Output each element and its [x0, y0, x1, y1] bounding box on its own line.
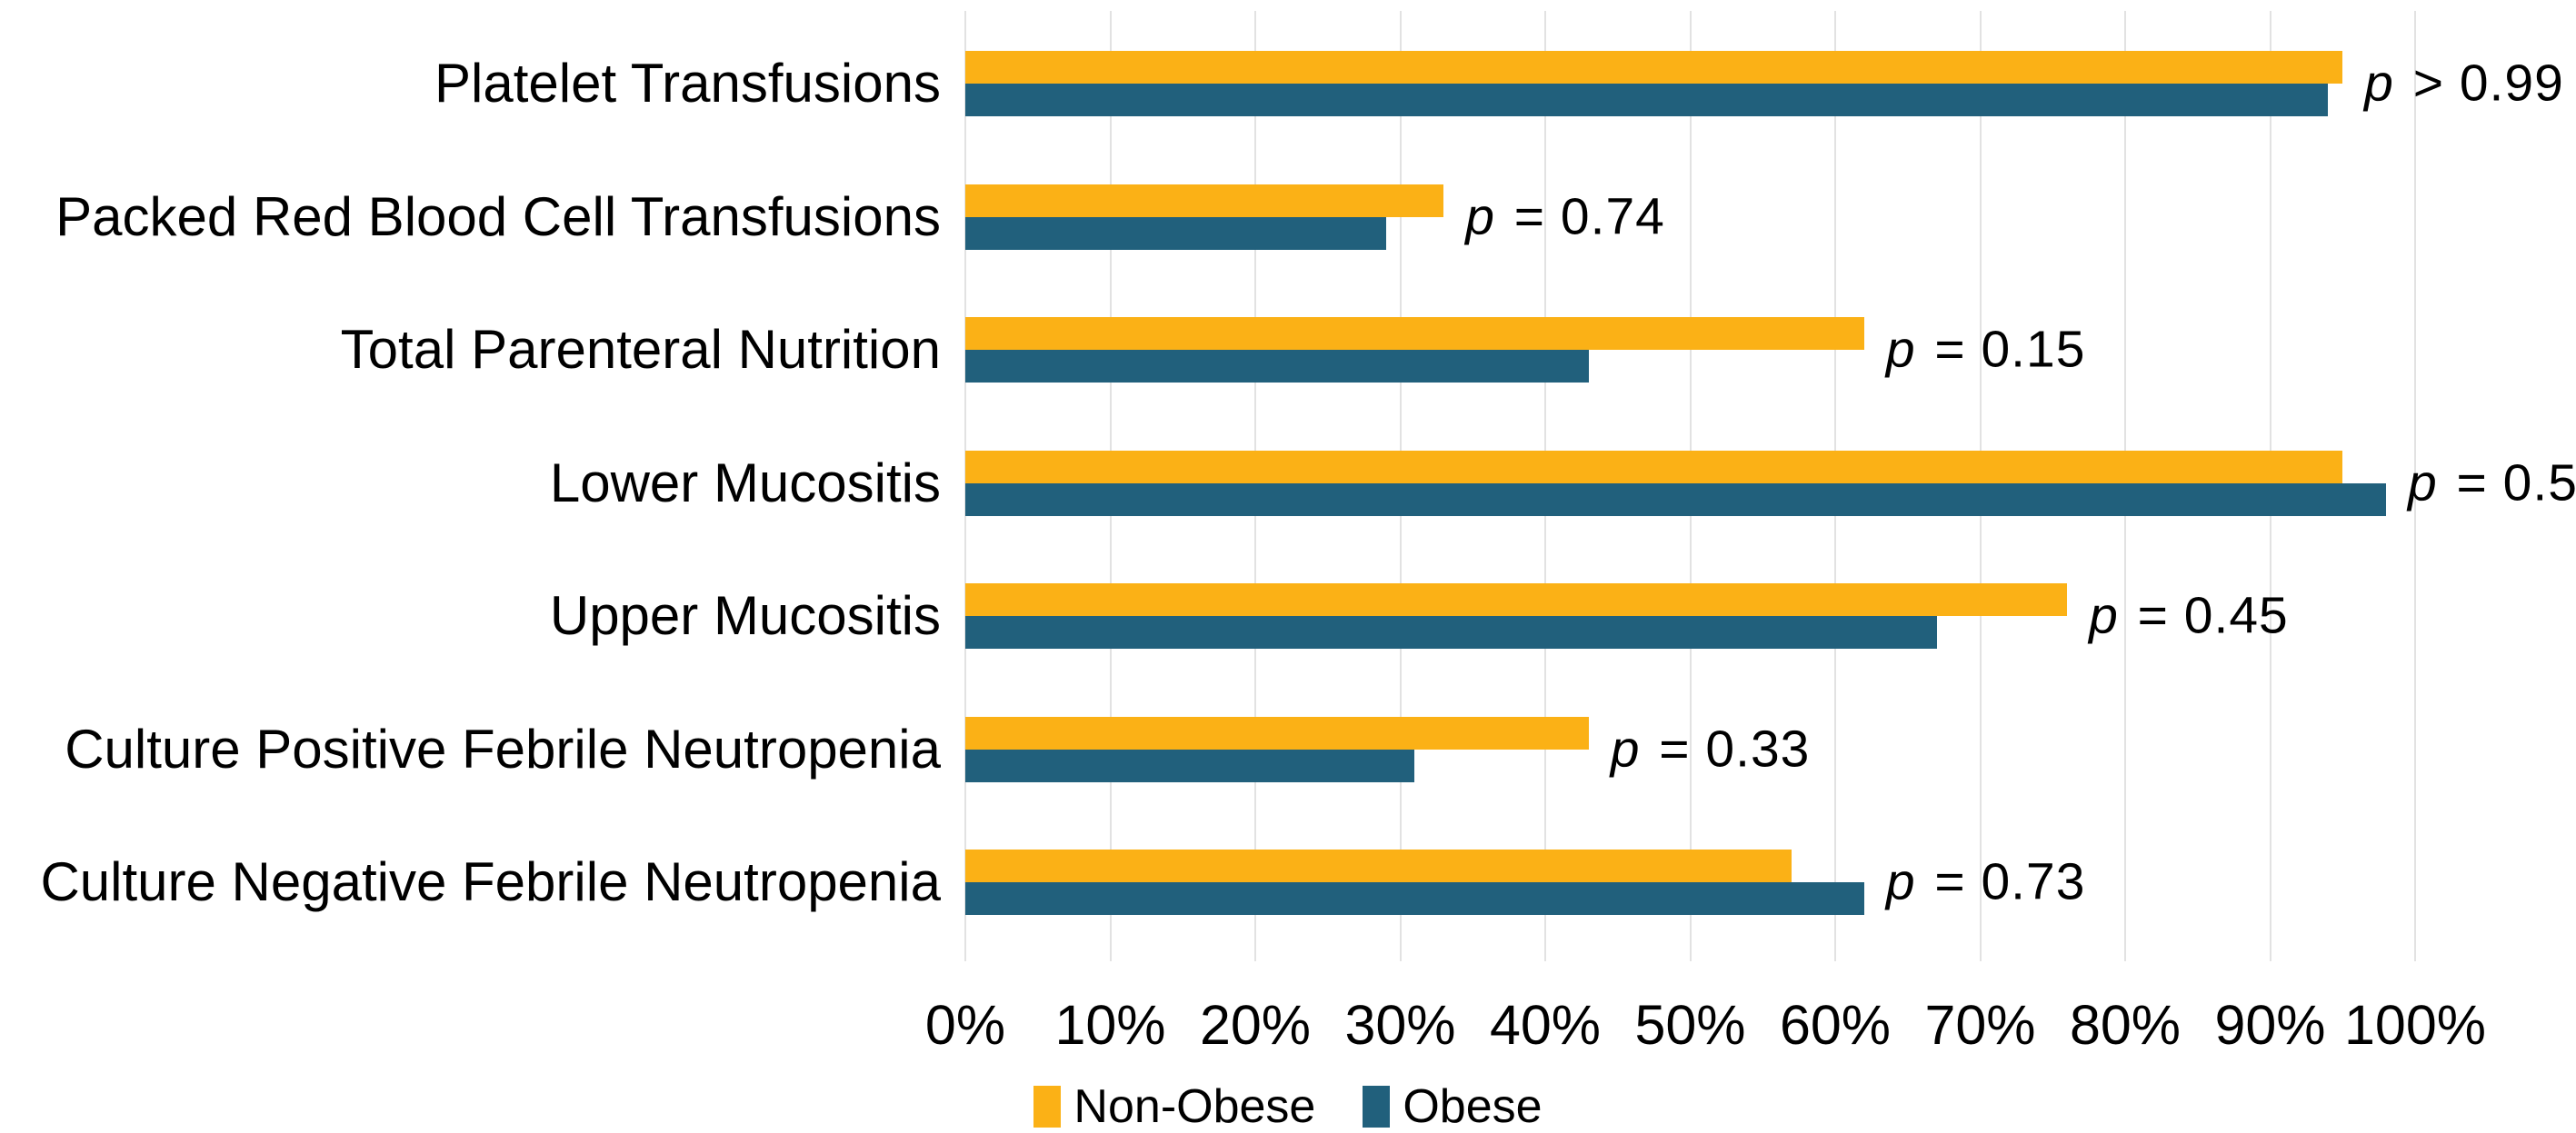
bar-obese [965, 882, 1864, 915]
x-tick-label: 60% [1779, 994, 1892, 1056]
x-tick-label: 10% [1054, 994, 1166, 1056]
bar-non-obese [965, 450, 2343, 483]
category-label: Packed Red Blood Cell Transfusions [55, 185, 941, 247]
legend: Non-Obese Obese [0, 1083, 2576, 1130]
p-value-label: p = 0.33 [1610, 720, 1811, 778]
bar-non-obese [965, 850, 1792, 882]
bar-non-obese [965, 317, 1864, 350]
legend-swatch-obese [1363, 1086, 1391, 1128]
x-tick-label: 40% [1489, 994, 1602, 1056]
p-value-label: p > 0.99 [2364, 54, 2564, 113]
legend-label: Obese [1403, 1080, 1543, 1133]
p-value-label: p = 0.74 [1465, 187, 1665, 245]
bar-obese [965, 616, 1937, 649]
legend-item-obese: Obese [1363, 1080, 1543, 1133]
category-label: Lower Mucositis [549, 452, 941, 513]
x-tick-label: 20% [1199, 994, 1312, 1056]
bar-non-obese [965, 583, 2068, 616]
category-label: Culture Negative Febrile Neutropenia [40, 851, 941, 912]
p-symbol: p [2089, 586, 2119, 645]
p-symbol: p [1465, 187, 1495, 245]
x-tick-label: 70% [1924, 994, 2036, 1056]
x-tick-label: 80% [2069, 994, 2182, 1056]
p-symbol: p [2364, 54, 2394, 113]
p-value-label: p = 0.45 [2089, 586, 2289, 645]
bar-non-obese [965, 184, 1444, 217]
p-value-label: p = 0.5 [2408, 453, 2576, 512]
bar-non-obese [965, 51, 2343, 84]
x-tick-label: 100% [2343, 994, 2487, 1056]
p-value-label: p = 0.15 [1885, 320, 2086, 379]
bar-obese [965, 749, 1415, 782]
category-label: Platelet Transfusions [434, 53, 941, 114]
x-tick-label: 50% [1634, 994, 1746, 1056]
legend-label: Non-Obese [1073, 1080, 1316, 1133]
category-label: Total Parenteral Nutrition [340, 319, 941, 380]
bar-non-obese [965, 716, 1589, 750]
p-symbol: p [2408, 453, 2438, 512]
legend-swatch-non-obese [1033, 1086, 1062, 1128]
bar-obese [965, 84, 2329, 116]
p-value-label: p = 0.73 [1885, 852, 2086, 911]
category-label: Culture Positive Febrile Neutropenia [65, 718, 941, 780]
gridline [2414, 11, 2416, 961]
p-symbol: p [1610, 720, 1641, 778]
x-tick-label: 30% [1344, 994, 1456, 1056]
p-symbol: p [1885, 852, 1916, 911]
p-symbol: p [1885, 320, 1916, 379]
category-label: Upper Mucositis [549, 585, 941, 646]
bar-obese [965, 482, 2387, 516]
legend-item-non-obese: Non-Obese [1033, 1083, 1315, 1130]
bar-obese [965, 350, 1589, 383]
x-tick-label: 90% [2214, 994, 2326, 1056]
x-tick-label: 0% [924, 994, 1006, 1056]
bar-obese [965, 216, 1386, 250]
